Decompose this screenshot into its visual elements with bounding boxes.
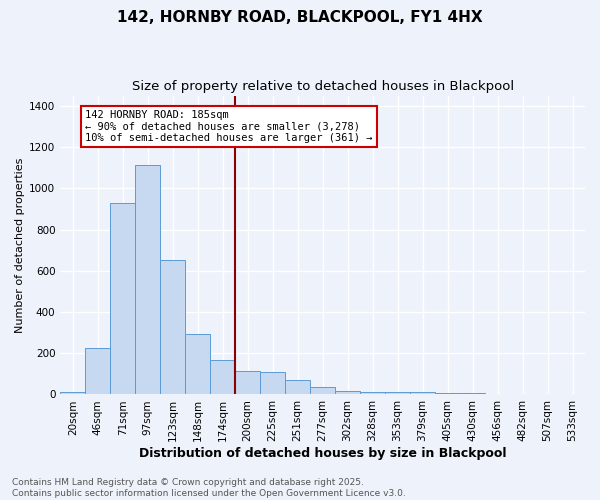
Text: 142 HORNBY ROAD: 185sqm
← 90% of detached houses are smaller (3,278)
10% of semi: 142 HORNBY ROAD: 185sqm ← 90% of detache… [85,110,373,143]
Bar [60,392,85,394]
Bar [185,334,210,394]
Bar [310,386,335,394]
Bar [335,392,360,394]
Text: Contains HM Land Registry data © Crown copyright and database right 2025.
Contai: Contains HM Land Registry data © Crown c… [12,478,406,498]
Bar [160,260,185,394]
Bar [360,392,385,394]
Text: 142, HORNBY ROAD, BLACKPOOL, FY1 4HX: 142, HORNBY ROAD, BLACKPOOL, FY1 4HX [117,10,483,25]
X-axis label: Distribution of detached houses by size in Blackpool: Distribution of detached houses by size … [139,447,506,460]
Bar [285,380,310,394]
Bar [135,164,160,394]
Y-axis label: Number of detached properties: Number of detached properties [15,158,25,332]
Bar [435,393,460,394]
Bar [110,202,135,394]
Bar [385,392,410,394]
Title: Size of property relative to detached houses in Blackpool: Size of property relative to detached ho… [131,80,514,93]
Bar [260,372,285,394]
Bar [235,371,260,394]
Bar [210,360,235,394]
Bar [410,392,435,394]
Bar [85,348,110,395]
